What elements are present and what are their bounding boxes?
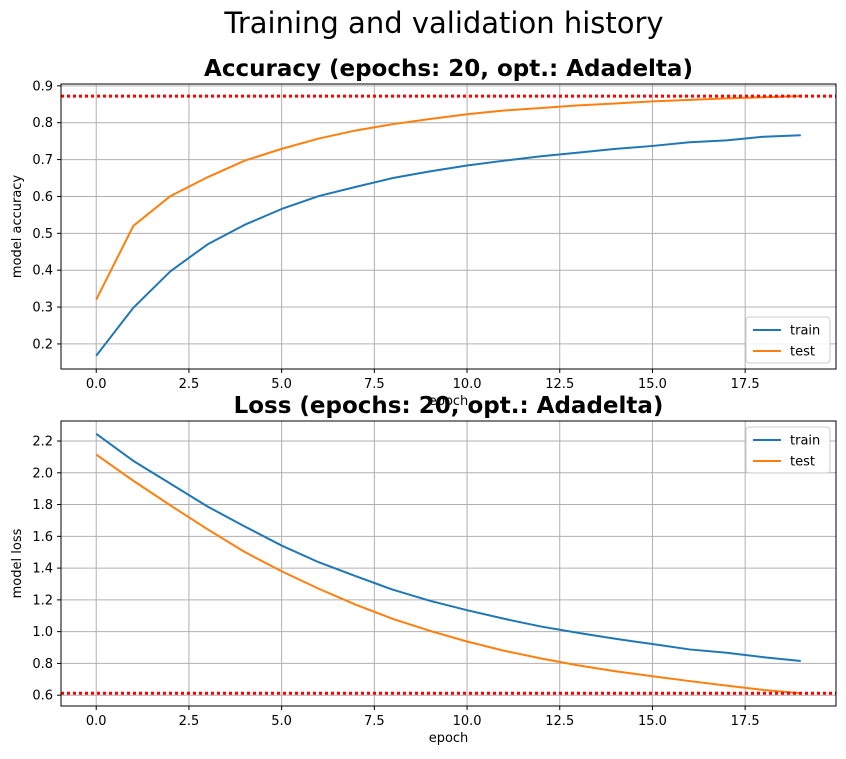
accuracy-xtick-label: 0.0 xyxy=(86,377,107,392)
loss-xtick-label: 17.5 xyxy=(731,714,760,729)
loss-x-axis-label: epoch xyxy=(429,731,469,746)
loss-legend-test-label: test xyxy=(790,455,815,470)
loss-ytick-label: 2.0 xyxy=(32,466,53,481)
loss-ytick-label: 1.0 xyxy=(32,625,53,640)
accuracy-xtick-label: 17.5 xyxy=(731,377,760,392)
loss-xtick-label: 10.0 xyxy=(453,714,482,729)
loss-series-test-line xyxy=(95,453,801,695)
loss-ytick-label: 1.6 xyxy=(32,530,53,545)
accuracy-ytick-label: 0.8 xyxy=(32,116,53,131)
loss-legend: train test xyxy=(745,426,831,474)
loss-xtick-label: 2.5 xyxy=(179,714,200,729)
loss-xtick-label: 15.0 xyxy=(638,714,667,729)
accuracy-ytick-label: 0.6 xyxy=(32,190,53,205)
accuracy-ytick-label: 0.2 xyxy=(32,337,53,352)
loss-ytick-label: 0.8 xyxy=(32,657,53,672)
accuracy-ytick-label: 0.4 xyxy=(32,264,53,279)
loss-xtick-label: 12.5 xyxy=(545,714,574,729)
accuracy-ytick-label: 0.9 xyxy=(32,79,53,94)
accuracy-chart: 0.0 2.5 5.0 7.5 10.0 12.5 15.0 17.5 0.2 0.3 0.4 0.5… xyxy=(10,56,837,409)
accuracy-xtick-label: 7.5 xyxy=(364,377,385,392)
loss-ytick-label: 1.8 xyxy=(32,498,53,513)
loss-xtick-label: 7.5 xyxy=(364,714,385,729)
accuracy-legend: train test xyxy=(745,316,831,364)
accuracy-xtick-label: 5.0 xyxy=(271,377,292,392)
accuracy-chart-title: Accuracy (epochs: 20, opt.: Adadelta) xyxy=(204,56,693,82)
accuracy-series-test-line xyxy=(95,95,801,301)
accuracy-legend-train-label: train xyxy=(790,324,820,339)
loss-series-train-line xyxy=(95,433,801,663)
loss-xtick-label: 5.0 xyxy=(271,714,292,729)
accuracy-y-axis-label: model accuracy xyxy=(10,175,25,279)
accuracy-xtick-label: 15.0 xyxy=(638,377,667,392)
accuracy-legend-test-label: test xyxy=(790,345,815,360)
loss-chart-title: Loss (epochs: 20, opt.: Adadelta) xyxy=(234,393,664,419)
accuracy-ytick-label: 0.3 xyxy=(32,301,53,316)
accuracy-xtick-label: 12.5 xyxy=(545,377,574,392)
accuracy-series-train-line xyxy=(95,134,801,357)
accuracy-ytick-label: 0.7 xyxy=(32,153,53,168)
accuracy-x-axis-label: epoch xyxy=(429,394,469,409)
loss-ytick-label: 2.2 xyxy=(32,435,53,450)
accuracy-xtick-label: 10.0 xyxy=(453,377,482,392)
loss-chart: 0.0 2.5 5.0 7.5 10.0 12.5 15.0 17.5 0.6 0.8 1.0 1.2… xyxy=(10,393,837,746)
loss-ytick-label: 0.6 xyxy=(32,689,53,704)
accuracy-ytick-label: 0.5 xyxy=(32,227,53,242)
loss-legend-train-label: train xyxy=(790,434,820,449)
loss-xtick-label: 0.0 xyxy=(86,714,107,729)
loss-y-axis-label: model loss xyxy=(10,528,25,598)
figure-suptitle: Training and validation history xyxy=(223,6,663,40)
accuracy-axes-frame xyxy=(60,83,837,370)
loss-ytick-label: 1.4 xyxy=(32,562,53,577)
loss-axes-frame xyxy=(60,420,837,707)
accuracy-xtick-label: 2.5 xyxy=(179,377,200,392)
loss-ytick-label: 1.2 xyxy=(32,593,53,608)
